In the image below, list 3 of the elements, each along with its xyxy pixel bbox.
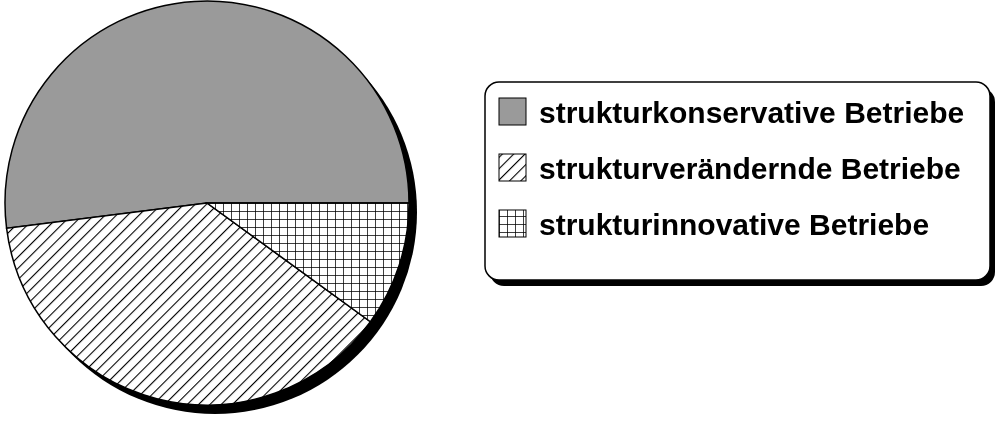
legend-label: strukturkonservative Betriebe <box>539 95 965 129</box>
legend-label: strukturverändernde Betriebe <box>539 151 961 185</box>
legend-label: strukturinnovative Betriebe <box>539 207 930 241</box>
